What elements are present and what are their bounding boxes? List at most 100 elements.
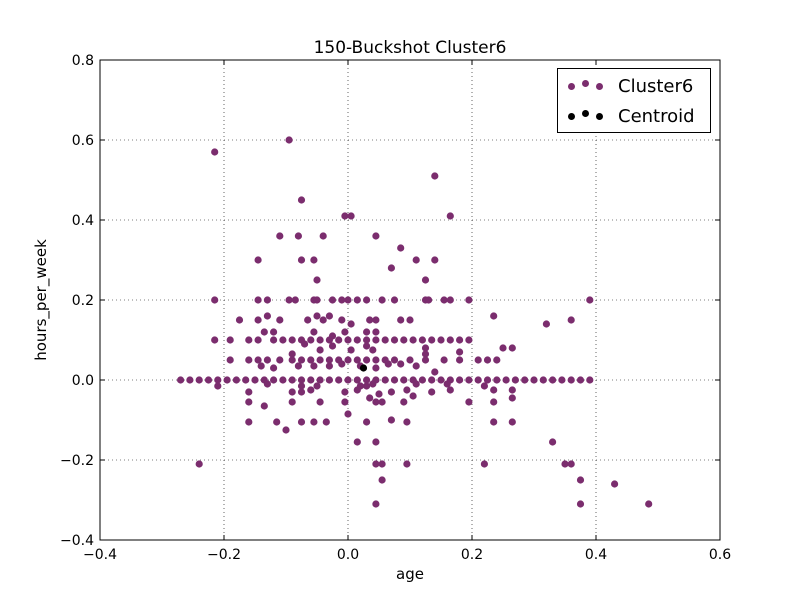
cluster6-point [456, 376, 464, 384]
cluster6-point [412, 256, 420, 264]
x-tick-label: 0.6 [709, 547, 731, 563]
cluster6-point [316, 398, 324, 406]
cluster6-point [567, 316, 575, 324]
cluster6-point [211, 296, 219, 304]
x-tick-label: 0.0 [337, 547, 359, 563]
cluster6-point [316, 336, 324, 344]
cluster6-point [310, 328, 318, 336]
y-tick-label: 0.2 [72, 293, 94, 309]
cluster6-point [400, 376, 408, 384]
cluster6-point [338, 316, 346, 324]
cluster6-point [270, 364, 278, 372]
cluster6-point [400, 398, 408, 406]
cluster6-point [363, 376, 371, 384]
cluster6-point [378, 476, 386, 484]
cluster6-point [567, 460, 575, 468]
cluster6-point [235, 316, 244, 324]
cluster6-point [307, 356, 315, 364]
cluster6-point [431, 368, 439, 376]
cluster6-point [418, 376, 426, 384]
cluster6-point [263, 380, 271, 388]
cluster6-point [273, 418, 281, 426]
cluster6-point [263, 312, 271, 320]
cluster6-point [465, 336, 473, 344]
cluster6-point [341, 388, 349, 396]
cluster6-point [428, 376, 436, 384]
cluster6-point [421, 356, 430, 364]
cluster6-point [214, 376, 222, 384]
cluster6-point [322, 418, 330, 426]
cluster6-point [508, 418, 516, 426]
cluster6-point [397, 316, 405, 324]
cluster6-point [363, 328, 371, 336]
cluster6-point [313, 312, 321, 320]
cluster6-point [177, 376, 185, 384]
cluster6-point [499, 344, 507, 352]
cluster6-point [260, 328, 268, 336]
cluster6-point [372, 460, 380, 468]
cluster6-point [403, 460, 411, 468]
cluster6-point [440, 356, 448, 364]
cluster6-point [558, 376, 566, 384]
cluster6-point [254, 336, 262, 344]
cluster6-point [372, 500, 380, 508]
cluster6-point [288, 356, 296, 364]
cluster6-point [288, 350, 296, 358]
cluster6-point [341, 212, 349, 220]
cluster6-point [561, 460, 569, 468]
cluster6-point [390, 336, 399, 344]
x-tick-label: −0.4 [83, 547, 117, 563]
cluster6-point [257, 362, 265, 370]
cluster6-point [285, 296, 293, 304]
cluster6-point [226, 336, 234, 344]
cluster6-point [307, 336, 315, 344]
cluster6-point [325, 362, 333, 370]
cluster6-point [465, 398, 473, 406]
cluster6-point [353, 336, 361, 344]
cluster6-point [369, 346, 377, 354]
cluster6-point [611, 480, 619, 488]
cluster6-point [344, 356, 352, 364]
cluster6-point [313, 276, 321, 284]
cluster6-point [381, 376, 389, 384]
cluster6-point [288, 398, 296, 406]
cluster6-point [347, 212, 355, 220]
cluster6-point [363, 418, 371, 426]
cluster6-point [508, 386, 516, 394]
cluster6-point [310, 418, 318, 426]
cluster6-point [353, 296, 361, 304]
cluster6-point [344, 376, 352, 384]
cluster6-point [456, 356, 464, 364]
cluster6-point [366, 316, 374, 324]
cluster6-point [297, 196, 306, 204]
cluster6-point [223, 376, 231, 384]
legend: Cluster6 Centroid [557, 68, 711, 133]
cluster6-point [387, 264, 395, 272]
cluster6-point [214, 382, 222, 390]
y-tick-label: −0.4 [60, 533, 94, 549]
cluster6-point [372, 232, 380, 240]
cluster6-point [586, 376, 594, 384]
cluster6-point [353, 438, 361, 446]
cluster6-point [390, 376, 399, 384]
x-axis-label: age [396, 565, 424, 583]
cluster6-point [428, 388, 436, 396]
cluster6-point [586, 296, 594, 304]
cluster6-point [344, 410, 352, 418]
cluster6-point [211, 336, 219, 344]
cluster6-point [412, 362, 420, 370]
cluster6-point [576, 500, 585, 508]
cluster6-point [483, 356, 492, 364]
legend-marker-cluster6 [568, 80, 608, 91]
y-tick-label: −0.2 [60, 453, 94, 469]
cluster6-point [335, 376, 343, 384]
cluster6-point [372, 336, 380, 344]
cluster6-point [508, 394, 516, 402]
cluster6-point [443, 380, 451, 388]
cluster6-point [446, 386, 454, 394]
cluster6-point [313, 296, 321, 304]
data-points [177, 136, 653, 508]
cluster6-point [508, 344, 516, 352]
y-tick-label: 0.4 [72, 213, 94, 229]
cluster6-point [276, 316, 284, 324]
